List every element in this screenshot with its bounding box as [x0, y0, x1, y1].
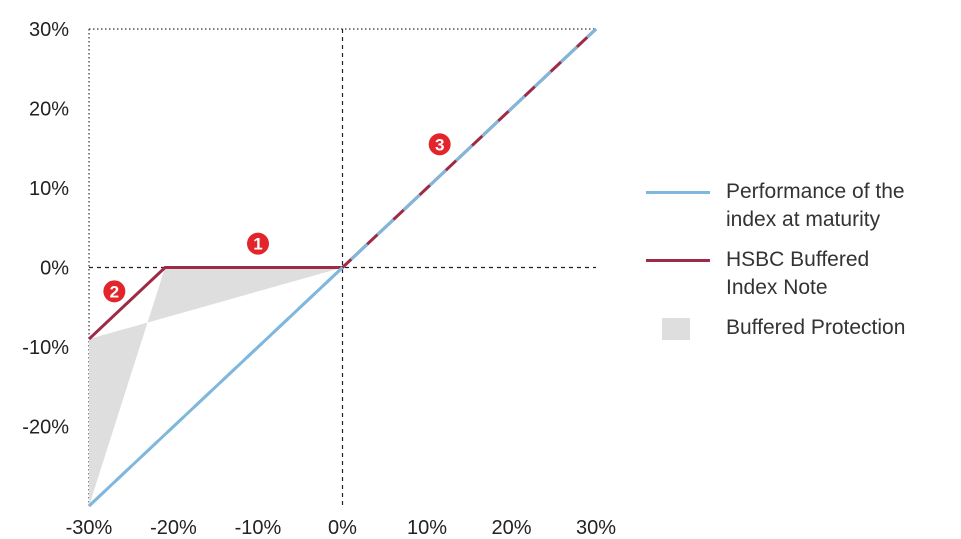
x-tick-label: -20% — [150, 517, 197, 539]
legend-label-index-line2: index at maturity — [726, 208, 881, 231]
legend: Performance of the index at maturity HSB… — [646, 178, 961, 354]
legend-swatch-protection — [662, 318, 690, 340]
legend-item-index: Performance of the index at maturity — [646, 178, 961, 234]
annotation-marker-1 — [247, 232, 269, 255]
legend-label-note-line1: HSBC Buffered — [726, 248, 870, 271]
legend-label-protection: Buffered Protection — [726, 316, 906, 339]
series-lines — [87, 27, 598, 508]
legend-item-note: HSBC Buffered Index Note — [646, 246, 961, 302]
legend-swatch-note — [646, 259, 710, 262]
annotation-marker-label: 3 — [435, 135, 444, 154]
y-tick-label: 10% — [29, 178, 69, 200]
legend-label-index-line1: Performance of the — [726, 180, 905, 203]
annotation-marker-label: 2 — [110, 282, 119, 301]
legend-swatch-index — [646, 191, 710, 194]
x-tick-label: 0% — [328, 517, 357, 539]
annotation-markers: 1 2 3 — [103, 133, 451, 303]
x-tick-label: -10% — [235, 517, 282, 539]
plot-frame — [88, 28, 596, 506]
y-tick-label: -10% — [22, 337, 69, 359]
x-tick-label: 20% — [491, 517, 531, 539]
x-tick-label: 30% — [576, 517, 616, 539]
y-tick-label: -20% — [22, 417, 69, 439]
y-tick-label: 20% — [29, 99, 69, 121]
annotation-marker-label: 1 — [253, 235, 262, 254]
tick-labels: -30% -20% -10% 0% 10% 20% 30% 30% 20% 10% 0% -10% -2… — [22, 19, 616, 539]
y-tick-label: 30% — [29, 19, 69, 41]
y-tick-label: 0% — [40, 258, 69, 280]
annotation-marker-2 — [103, 280, 126, 303]
x-tick-label: -30% — [66, 517, 113, 539]
annotation-marker-3 — [428, 133, 451, 156]
series-line-index-solid — [87, 266, 344, 508]
legend-item-protection: Buffered Protection — [646, 314, 961, 342]
legend-label-note-line2: Index Note — [726, 276, 828, 299]
x-tick-label: 10% — [407, 517, 447, 539]
